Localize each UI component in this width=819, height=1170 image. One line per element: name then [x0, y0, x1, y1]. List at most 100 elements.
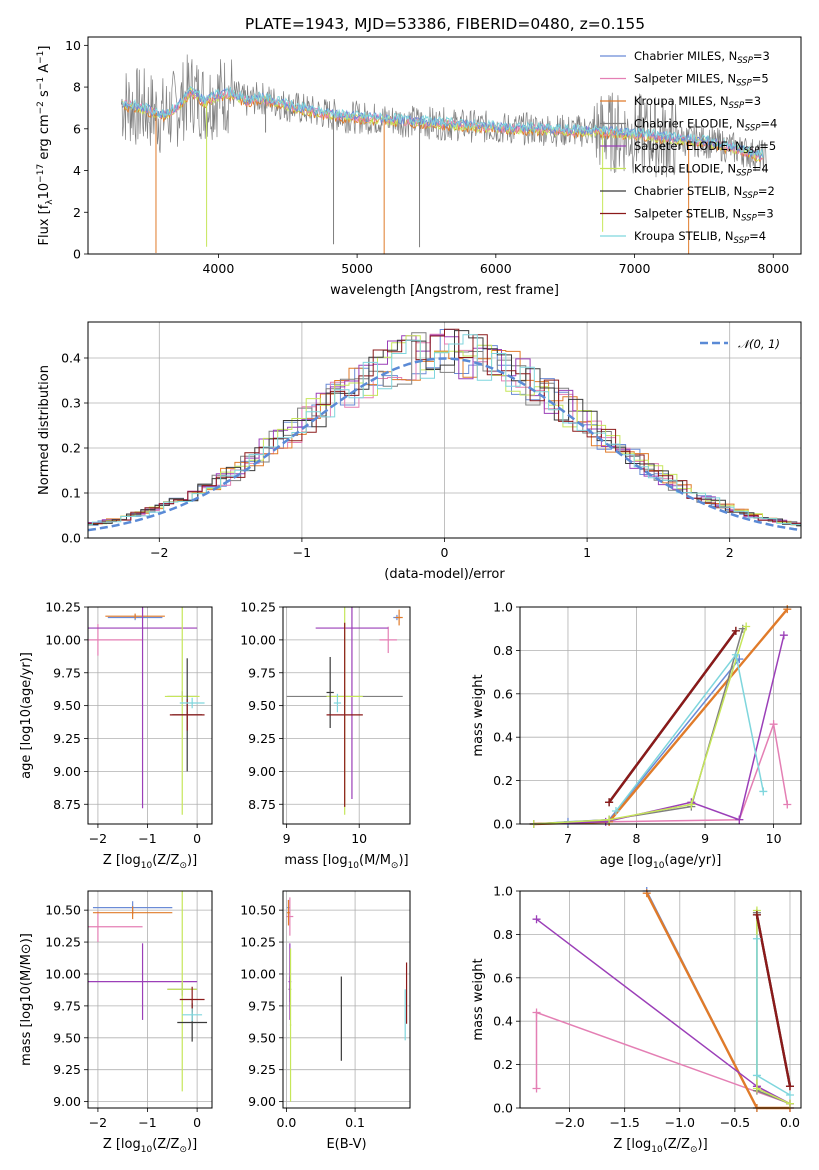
- spectrum-series-group: [120, 54, 767, 254]
- mass_vs_z-y-tick-label: 10.50: [45, 903, 81, 918]
- weight_vs_z-x-tick-label: −1.5: [610, 1115, 640, 1130]
- residuals-y-tick-label: 0.3: [61, 396, 81, 411]
- weight_vs_z-x-axis-label: Z [log10(Z/Z⊙)]: [613, 1137, 707, 1155]
- age_vs_z-x-tick-label: −2: [89, 831, 107, 846]
- age_vs_z-y-tick-label: 10.00: [45, 632, 81, 647]
- weight_vs_z-y-tick-label: 0.0: [493, 1101, 513, 1116]
- age_vs_z-x-tick-label: 0: [193, 831, 201, 846]
- weight_vs_age-marker-kroupa_elodie: [605, 815, 614, 824]
- weight_vs_age-x-tick-label: 8: [633, 831, 641, 846]
- spectrum-y-tick-label: 0: [73, 247, 81, 262]
- residuals-axes-frame: [87, 321, 802, 539]
- age_vs_mass-y-tick-label: 8.75: [248, 797, 276, 812]
- mass_vs_z-y-tick-label: 10.25: [45, 935, 81, 950]
- weight_vs_age-series-salpeter_stelib: [608, 630, 737, 804]
- weight_vs_age-x-axis-label: age [log10(age/yr)]: [600, 853, 722, 871]
- weight_vs_z-marker-kroupa_stelib: [752, 934, 761, 943]
- weight_vs_z-marker-kroupa_elodie: [752, 1084, 761, 1093]
- age_vs_mass-y-tick-label: 9.75: [248, 665, 276, 680]
- weight_vs_age-y-tick-label: 0.8: [493, 643, 513, 658]
- weight_vs_age-y-tick-label: 0.6: [493, 686, 513, 701]
- spectrum-legend-entry: Chabrier STELIB, NSSP=2: [634, 184, 775, 201]
- mass_vs_ebv-axes-frame: [282, 890, 411, 1109]
- mass_vs_z-points-group: [88, 891, 208, 1092]
- residuals-y-axis-label: Normed distribution: [37, 365, 52, 495]
- residuals-y-tick-label: 0.1: [61, 486, 81, 501]
- weight_vs_z-x-tick-label: 0.0: [780, 1115, 800, 1130]
- age_vs_z-axes-frame: [87, 606, 213, 825]
- weight_vs_age-series-chabrier_elodie: [533, 628, 744, 825]
- weight_vs_age-marker-salpeter_elodie: [735, 815, 744, 824]
- weight_vs_age-marker-salpeter_stelib: [731, 626, 740, 635]
- weight_vs_z-marker-kroupa_stelib: [752, 1071, 761, 1080]
- residuals-y-tick-label: 0.2: [61, 441, 81, 456]
- weight_vs_age-series-kroupa_elodie: [533, 626, 747, 825]
- mass_vs_z-y-tick-label: 9.25: [53, 1062, 81, 1077]
- weight_vs_age-y-tick-label: 0.4: [493, 730, 513, 745]
- spectrum-y-tick-label: 4: [73, 163, 81, 178]
- weight_vs_z-marker-kroupa_stelib: [785, 1090, 794, 1099]
- weight_vs_z-y-axis-label: mass weight: [471, 958, 486, 1040]
- age_vs_z-y-tick-label: 9.25: [53, 731, 81, 746]
- spectrum-legend-entry: Salpeter ELODIE, NSSP=5: [634, 139, 776, 156]
- spectrum-data-line: [120, 54, 767, 178]
- residuals-histogram-group: [88, 328, 801, 532]
- age_vs_z-y-tick-label: 10.25: [45, 600, 81, 615]
- weight_vs_z-y-tick-label: 0.8: [493, 927, 513, 942]
- weight_vs_z-series-salpeter_miles: [535, 1011, 791, 1108]
- residuals-y-tick-label: 0.4: [61, 351, 81, 366]
- age_vs_z-y-tick-label: 9.00: [53, 764, 81, 779]
- residuals-x-tick-label: 2: [726, 545, 734, 560]
- spectrum-x-axis-label: wavelength [Angstrom, rest frame]: [330, 283, 559, 298]
- weight_vs_age-axes-frame: [519, 606, 802, 825]
- weight_vs_age-marker-kroupa_stelib: [731, 650, 740, 659]
- age_vs_mass-x-axis-label: mass [log10(M/M⊙)]: [284, 853, 408, 871]
- spectrum-legend-entry: Kroupa STELIB, NSSP=4: [634, 229, 766, 246]
- age_vs_z-points-group: [88, 607, 205, 815]
- spectrum-legend-entry: Salpeter MILES, NSSP=5: [634, 72, 769, 89]
- mass_vs_ebv-y-tick-label: 10.25: [240, 935, 276, 950]
- weight_vs_age-y-tick-label: 0.2: [493, 773, 513, 788]
- weight_vs_age-marker-kroupa_stelib: [611, 806, 620, 815]
- age_vs_mass-points-group: [286, 607, 403, 815]
- age_vs_mass-axes-frame: [282, 606, 411, 825]
- spectrum-y-tick-label: 2: [73, 205, 81, 220]
- weight_vs_z-marker-salpeter_elodie: [532, 915, 541, 924]
- weight_vs_age-marker-kroupa_elodie: [687, 800, 696, 809]
- mass_vs_ebv-y-tick-label: 9.50: [248, 1030, 276, 1045]
- spectrum-legend-entry: Kroupa ELODIE, NSSP=4: [634, 162, 769, 179]
- weight_vs_age-marker-salpeter_elodie: [779, 631, 788, 640]
- spectrum-y-tick-label: 10: [65, 38, 81, 53]
- residuals-x-axis-label: (data-model)/error: [384, 567, 505, 582]
- age_vs_z-y-axis-label: age [log10(age/yr)]: [19, 652, 34, 779]
- weight_vs_age-marker-salpeter_miles: [769, 720, 778, 729]
- weight_vs_z-series-kroupa_stelib: [756, 938, 791, 1096]
- weight_vs_age-x-tick-label: 7: [564, 831, 572, 846]
- age_vs_z-x-tick-label: −1: [138, 831, 156, 846]
- weight_vs_age-marker-salpeter_miles: [783, 800, 792, 809]
- spectrum-legend-entry: Chabrier ELODIE, NSSP=4: [634, 117, 777, 134]
- spectrum-axes-frame: [87, 36, 802, 255]
- weight_vs_z-y-tick-label: 0.2: [493, 1057, 513, 1072]
- spectrum-x-tick-label: 4000: [202, 261, 234, 276]
- age_vs_mass-y-tick-label: 9.50: [248, 698, 276, 713]
- spectrum-y-tick-label: 8: [73, 80, 81, 95]
- weight_vs_z-marker-salpeter_stelib: [785, 1082, 794, 1091]
- mass_vs_ebv-x-tick-label: 0.0: [276, 1115, 296, 1130]
- mass_vs_ebv-y-tick-label: 10.00: [240, 966, 276, 981]
- weight_vs_age-marker-salpeter_stelib: [605, 798, 614, 807]
- weight_vs_z-y-tick-label: 0.6: [493, 970, 513, 985]
- spectrum-model-line-kroupa_stelib: [122, 86, 764, 158]
- weight_vs_z-marker-salpeter_stelib: [752, 910, 761, 919]
- weight_vs_z-y-tick-label: 1.0: [493, 884, 513, 899]
- weight_vs_z-axes-frame: [519, 890, 802, 1109]
- weight_vs_z-series-salpeter_elodie: [536, 918, 791, 1105]
- weight_vs_z-x-tick-label: −2.0: [554, 1115, 584, 1130]
- residuals-y-tick-label: 0.0: [61, 531, 81, 546]
- weight_vs_z-marker-salpeter_miles: [532, 1084, 541, 1093]
- age_vs_mass-x-tick-label: 9: [283, 831, 291, 846]
- residuals-x-tick-label: −2: [150, 545, 168, 560]
- weight_vs_age-y-axis-label: mass weight: [471, 674, 486, 756]
- residuals-histogram-kroupa_stelib: [88, 334, 801, 526]
